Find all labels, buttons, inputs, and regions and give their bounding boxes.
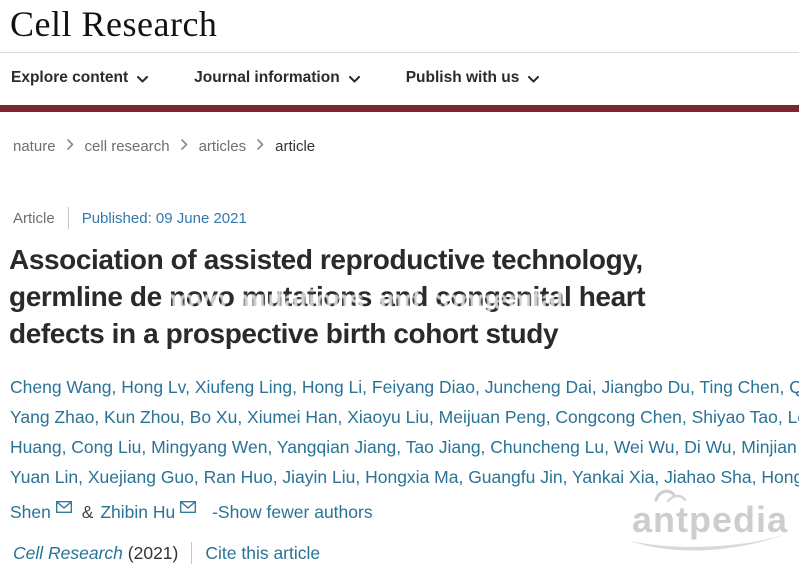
author-line[interactable]: Cheng Wang, Hong Lv, Xiufeng Ling, Hong … <box>10 377 799 397</box>
author-list: Cheng Wang, Hong Lv, Xiufeng Ling, Hong … <box>0 372 799 527</box>
chevron-down-icon <box>528 70 540 88</box>
chevron-right-icon <box>257 137 264 154</box>
citation-divider <box>191 542 193 564</box>
citation-row: Cell Research (2021) Cite this article <box>13 542 799 564</box>
meta-divider <box>67 207 69 229</box>
chevron-right-icon <box>180 137 188 154</box>
ampersand: & <box>81 502 94 522</box>
journal-name-link[interactable]: Cell Research <box>13 542 123 563</box>
breadcrumb-articles[interactable]: articles <box>198 138 247 155</box>
author-shen[interactable]: Shen <box>10 502 51 522</box>
author-line[interactable]: Yuan Lin, Xuejiang Guo, Ran Huo, Jiayin … <box>10 467 799 487</box>
article-meta: Article Published: 09 June 2021 <box>13 207 799 229</box>
accent-bar <box>0 105 799 112</box>
author-line[interactable]: Huang, Cong Liu, Mingyang Wen, Yangqian … <box>10 437 799 457</box>
nav-publish-with-us[interactable]: Publish with us <box>406 68 540 88</box>
chevron-right-icon <box>66 137 74 154</box>
author-zhibin-hu[interactable]: Zhibin Hu <box>100 502 176 522</box>
nav-item-label: Explore content <box>11 69 129 86</box>
author-line-last: Shen & Zhibin Hu -Show fewer authors <box>10 492 791 527</box>
breadcrumb-nature[interactable]: nature <box>13 138 56 155</box>
nav-journal-information[interactable]: Journal information <box>194 68 360 88</box>
title-line-3: defects in a prospective birth cohort st… <box>9 318 559 349</box>
email-icon[interactable] <box>180 492 197 522</box>
title-line-2: germline de novo mutations and congenita… <box>9 278 791 315</box>
breadcrumb-cell-research[interactable]: cell research <box>84 138 170 155</box>
title-line-1: Association of assisted reproductive tec… <box>9 244 643 275</box>
published-date: Published: 09 June 2021 <box>81 209 247 227</box>
chevron-down-icon <box>348 70 360 88</box>
article-type-label: Article <box>13 209 55 227</box>
show-fewer-authors-link[interactable]: -Show fewer authors <box>212 502 373 522</box>
nav-item-label: Journal information <box>194 69 340 86</box>
main-nav: Explore content Journal information Publ… <box>0 53 799 105</box>
chevron-down-icon <box>137 70 149 88</box>
cite-this-article-link[interactable]: Cite this article <box>205 542 321 563</box>
breadcrumb: nature cell research articles article <box>0 112 799 155</box>
citation-year: (2021) <box>127 542 179 563</box>
author-line[interactable]: Yang Zhao, Kun Zhou, Bo Xu, Xiumei Han, … <box>10 407 799 427</box>
journal-logo[interactable]: Cell Research <box>10 4 218 44</box>
breadcrumb-article-current: article <box>275 138 316 155</box>
nav-item-label: Publish with us <box>405 69 520 86</box>
article-title: Association of assisted reproductive tec… <box>0 241 799 352</box>
email-icon[interactable] <box>55 492 72 522</box>
nav-explore-content[interactable]: Explore content <box>11 68 149 88</box>
header-divider <box>0 52 799 53</box>
